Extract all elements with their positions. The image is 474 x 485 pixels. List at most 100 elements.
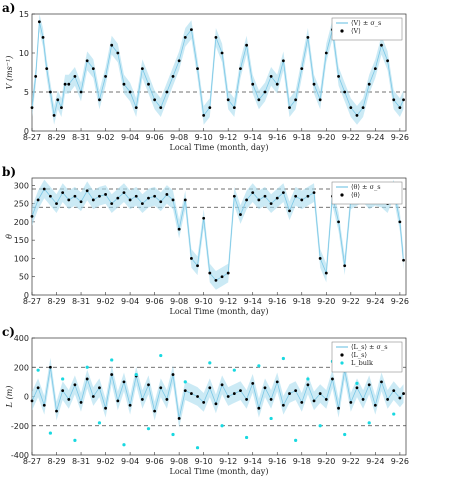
legend-entry: ⟨θ⟩ bbox=[351, 191, 360, 199]
bulk-point bbox=[48, 431, 52, 435]
mean-point bbox=[110, 202, 114, 205]
mean-point bbox=[159, 200, 163, 204]
mean-point bbox=[171, 75, 175, 78]
mean-point bbox=[147, 383, 150, 387]
legend-entry: ⟨V⟩ bbox=[351, 27, 361, 35]
bulk-point bbox=[171, 432, 175, 437]
x-tick-label: 9-10 bbox=[195, 457, 213, 466]
mean-point bbox=[61, 191, 65, 195]
mean-point bbox=[122, 82, 126, 86]
bulk-point bbox=[269, 416, 273, 421]
panel-1: a) 0 5 10 15 8-27 8-29 8-31 9-02 9-04 9-06 9-08 9-10… bbox=[2, 1, 409, 152]
x-tick-label: 8-27 bbox=[23, 133, 41, 142]
mean-point bbox=[312, 82, 316, 86]
mean-point bbox=[153, 409, 157, 413]
mean-point bbox=[269, 398, 273, 401]
legend-swatch-point bbox=[340, 29, 344, 33]
mean-point bbox=[98, 386, 101, 390]
mean-point bbox=[257, 198, 261, 202]
mean-point bbox=[153, 194, 157, 198]
mean-point bbox=[67, 82, 71, 86]
mean-point bbox=[392, 98, 396, 102]
panel-label: b) bbox=[2, 165, 16, 179]
mean-point bbox=[226, 98, 230, 102]
mean-point bbox=[202, 400, 206, 404]
mean-point bbox=[373, 403, 377, 407]
panel-2: b) 0 50 100 150 200 250 300 8-27 8-29 8-31 9-02 9-04… bbox=[2, 165, 409, 316]
x-tick-label: 9-02 bbox=[96, 297, 114, 306]
x-tick-label: 9-02 bbox=[96, 133, 114, 142]
x-tick-label: 9-24 bbox=[366, 133, 384, 142]
bulk-point bbox=[110, 358, 114, 362]
x-tick-label: 9-10 bbox=[195, 133, 213, 142]
mean-point bbox=[220, 51, 224, 55]
legend-box bbox=[331, 17, 403, 41]
mean-point bbox=[41, 36, 45, 39]
mean-point bbox=[134, 194, 138, 198]
mean-point bbox=[42, 403, 46, 407]
mean-point bbox=[190, 392, 193, 395]
y-tick-label: -400 bbox=[11, 451, 29, 460]
mean-point bbox=[214, 402, 218, 406]
bulk-point bbox=[159, 353, 163, 358]
x-tick-label: 9-22 bbox=[342, 457, 360, 466]
mean-point bbox=[190, 257, 193, 260]
mean-point bbox=[73, 383, 77, 387]
mean-point bbox=[202, 216, 206, 220]
mean-point bbox=[380, 380, 383, 384]
mean-point bbox=[196, 264, 199, 268]
mean-point bbox=[343, 90, 347, 94]
bulk-point bbox=[318, 424, 322, 428]
mean-point bbox=[104, 406, 107, 410]
mean-point bbox=[324, 271, 328, 275]
x-tick-label: 9-16 bbox=[268, 133, 286, 142]
legend-swatch-point bbox=[340, 193, 344, 197]
mean-point bbox=[36, 198, 40, 202]
mean-point bbox=[165, 90, 169, 94]
mean-point bbox=[104, 75, 107, 78]
mean-point bbox=[349, 106, 353, 109]
mean-point bbox=[165, 193, 169, 196]
mean-point bbox=[306, 194, 310, 198]
mean-point bbox=[98, 98, 101, 102]
bulk-point bbox=[146, 427, 151, 431]
mean-point bbox=[153, 98, 157, 102]
panel-label: c) bbox=[2, 325, 15, 339]
bulk-point bbox=[306, 377, 310, 381]
mean-point bbox=[257, 406, 261, 410]
y-tick-label: 50 bbox=[19, 273, 29, 282]
mean-point bbox=[281, 403, 285, 407]
mean-point bbox=[318, 392, 322, 395]
x-tick-label: 9-18 bbox=[293, 297, 311, 306]
sd-band bbox=[32, 357, 404, 428]
mean-point bbox=[85, 377, 89, 381]
mean-point bbox=[30, 399, 34, 403]
mean-point bbox=[281, 191, 285, 195]
mean-point bbox=[202, 114, 206, 117]
mean-point bbox=[128, 403, 132, 407]
mean-point bbox=[312, 191, 316, 195]
mean-point bbox=[343, 264, 347, 268]
mean-point bbox=[239, 389, 242, 393]
bulk-point bbox=[281, 356, 285, 361]
legend-entry: L_bulk bbox=[351, 359, 373, 367]
mean-point bbox=[402, 258, 405, 262]
x-axis-label: Local Time (month, day) bbox=[170, 467, 269, 476]
x-axis-label: Local Time (month, day) bbox=[170, 143, 269, 152]
mean-point bbox=[116, 399, 120, 403]
mean-point bbox=[48, 90, 52, 94]
mean-point bbox=[300, 400, 304, 404]
x-tick-label: 9-06 bbox=[146, 133, 164, 142]
mean-point bbox=[288, 106, 291, 109]
mean-point bbox=[42, 187, 46, 191]
mean-point bbox=[306, 36, 310, 39]
y-tick-label: 0 bbox=[24, 127, 29, 136]
y-tick-label: 100 bbox=[14, 254, 29, 263]
mean-point bbox=[140, 202, 144, 205]
x-tick-label: 8-29 bbox=[47, 457, 65, 466]
mean-point bbox=[85, 59, 89, 63]
mean-point bbox=[380, 43, 383, 47]
mean-point bbox=[373, 67, 377, 70]
legend-swatch-point bbox=[340, 353, 344, 357]
